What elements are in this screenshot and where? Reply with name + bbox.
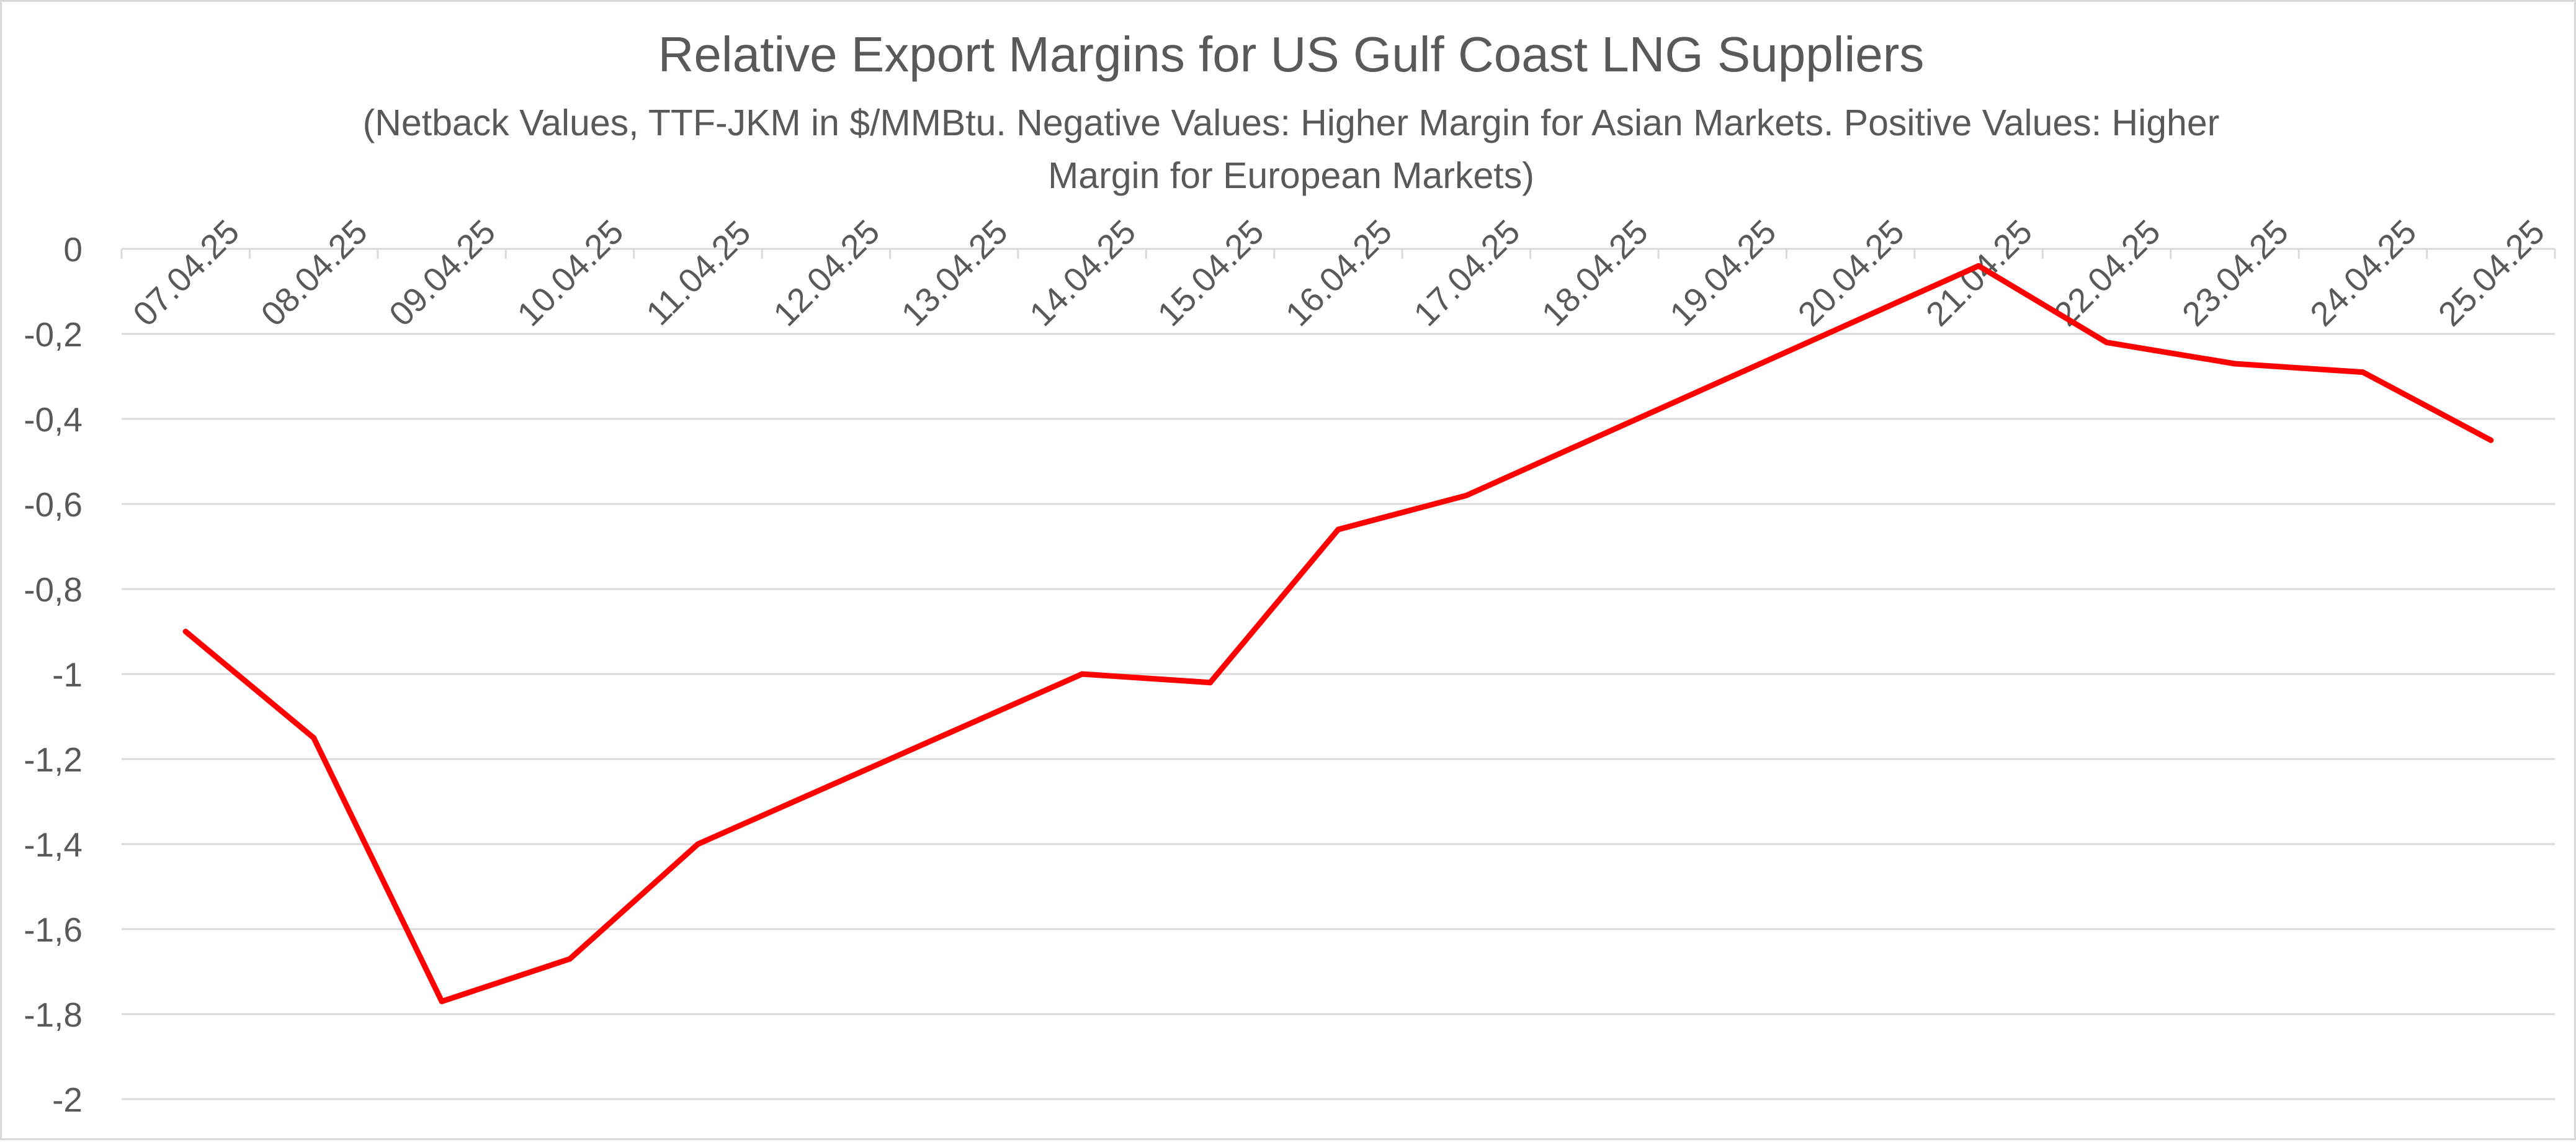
- x-tick-label: 25.04.25: [2431, 212, 2552, 333]
- x-tick-label: 14.04.25: [1022, 212, 1143, 333]
- y-tick-label: -1: [52, 655, 83, 694]
- x-axis-ticks: [120, 249, 2556, 259]
- y-tick-label: -1,6: [24, 910, 83, 949]
- y-tick-label: -1,4: [24, 825, 83, 864]
- x-tick-label: 20.04.25: [1791, 212, 1912, 333]
- x-tick-label: 11.04.25: [638, 213, 758, 332]
- y-tick-label: -0,6: [24, 485, 83, 524]
- chart-title: Relative Export Margins for US Gulf Coas…: [658, 27, 1925, 82]
- data-point: [2104, 339, 2110, 346]
- x-axis-labels: 07.04.25 08.04.25 09.04.25 10.04.25 11.04.25…: [125, 212, 2552, 333]
- chart-subtitle-line-1: (Netback Values, TTF-JKM in $/MMBtu. Neg…: [363, 102, 2220, 143]
- y-tick-label: -1,8: [24, 996, 83, 1034]
- x-tick-label: 07.04.25: [125, 212, 246, 333]
- x-tick-label: 08.04.25: [254, 212, 375, 333]
- x-tick-label: 16.04.25: [1278, 212, 1399, 333]
- y-tick-label: 0: [63, 230, 83, 269]
- x-tick-label: 12.04.25: [766, 212, 887, 333]
- y-tick-label: -0,4: [24, 400, 83, 439]
- data-point: [311, 735, 317, 741]
- x-tick-label: 21.04.25: [1918, 212, 2039, 333]
- data-point: [439, 998, 445, 1004]
- data-point: [1463, 492, 1469, 498]
- data-point: [695, 841, 701, 847]
- data-point: [1335, 526, 1341, 533]
- x-tick-label: 10.04.25: [509, 212, 630, 333]
- data-point: [2359, 369, 2366, 375]
- data-point: [2488, 437, 2494, 443]
- data-point: [1079, 671, 1085, 677]
- x-tick-label: 24.04.25: [2302, 212, 2423, 333]
- series-layer: [182, 263, 2494, 1004]
- x-tick-label: 23.04.25: [2175, 212, 2296, 333]
- y-axis-labels: 0 -0,2 -0,4 -0,6 -0,8 -1 -1,2 -1,4 -1,6 -1,8 -2: [24, 230, 83, 1119]
- data-point: [1975, 263, 1982, 269]
- data-point: [1207, 680, 1214, 686]
- y-tick-label: -2: [52, 1081, 83, 1119]
- x-tick-label: 17.04.25: [1406, 212, 1527, 333]
- gridlines: [122, 248, 2555, 1100]
- series-line: [182, 263, 2494, 1004]
- chart-subtitle-line-2: Margin for European Markets): [1048, 155, 1534, 196]
- data-point: [566, 956, 573, 962]
- y-tick-label: -0,8: [24, 570, 83, 609]
- y-tick-label: -0,2: [24, 315, 83, 354]
- x-tick-label: 15.04.25: [1150, 212, 1271, 333]
- data-point: [182, 629, 189, 634]
- data-point: [2232, 361, 2238, 367]
- y-tick-label: -1,2: [24, 740, 83, 779]
- x-tick-label: 18.04.25: [1534, 212, 1655, 333]
- x-tick-label: 09.04.25: [382, 212, 503, 333]
- x-tick-label: 13.04.25: [894, 212, 1015, 333]
- x-tick-label: 19.04.25: [1662, 212, 1783, 333]
